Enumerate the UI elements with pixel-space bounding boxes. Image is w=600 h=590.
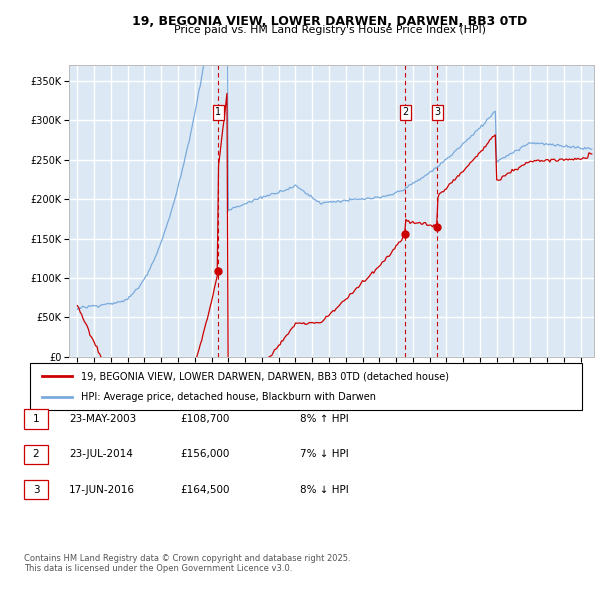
Text: 1: 1 bbox=[215, 107, 221, 117]
Text: 19, BEGONIA VIEW, LOWER DARWEN, DARWEN, BB3 0TD (detached house): 19, BEGONIA VIEW, LOWER DARWEN, DARWEN, … bbox=[81, 371, 449, 381]
Text: 8% ↑ HPI: 8% ↑ HPI bbox=[300, 414, 349, 424]
Text: £156,000: £156,000 bbox=[180, 450, 229, 459]
Text: 7% ↓ HPI: 7% ↓ HPI bbox=[300, 450, 349, 459]
Text: £108,700: £108,700 bbox=[180, 414, 229, 424]
Text: 17-JUN-2016: 17-JUN-2016 bbox=[69, 485, 135, 494]
Text: 2: 2 bbox=[403, 107, 409, 117]
Text: HPI: Average price, detached house, Blackburn with Darwen: HPI: Average price, detached house, Blac… bbox=[81, 392, 376, 402]
Text: 8% ↓ HPI: 8% ↓ HPI bbox=[300, 485, 349, 494]
Text: 19, BEGONIA VIEW, LOWER DARWEN, DARWEN, BB3 0TD: 19, BEGONIA VIEW, LOWER DARWEN, DARWEN, … bbox=[133, 15, 527, 28]
Text: Price paid vs. HM Land Registry's House Price Index (HPI): Price paid vs. HM Land Registry's House … bbox=[174, 25, 486, 35]
Text: 23-JUL-2014: 23-JUL-2014 bbox=[69, 450, 133, 459]
Text: £164,500: £164,500 bbox=[180, 485, 229, 494]
Text: 23-MAY-2003: 23-MAY-2003 bbox=[69, 414, 136, 424]
Text: 3: 3 bbox=[434, 107, 440, 117]
Text: 1: 1 bbox=[32, 414, 40, 424]
Text: Contains HM Land Registry data © Crown copyright and database right 2025.
This d: Contains HM Land Registry data © Crown c… bbox=[24, 554, 350, 573]
Text: 2: 2 bbox=[32, 450, 40, 459]
Text: 3: 3 bbox=[32, 485, 40, 494]
